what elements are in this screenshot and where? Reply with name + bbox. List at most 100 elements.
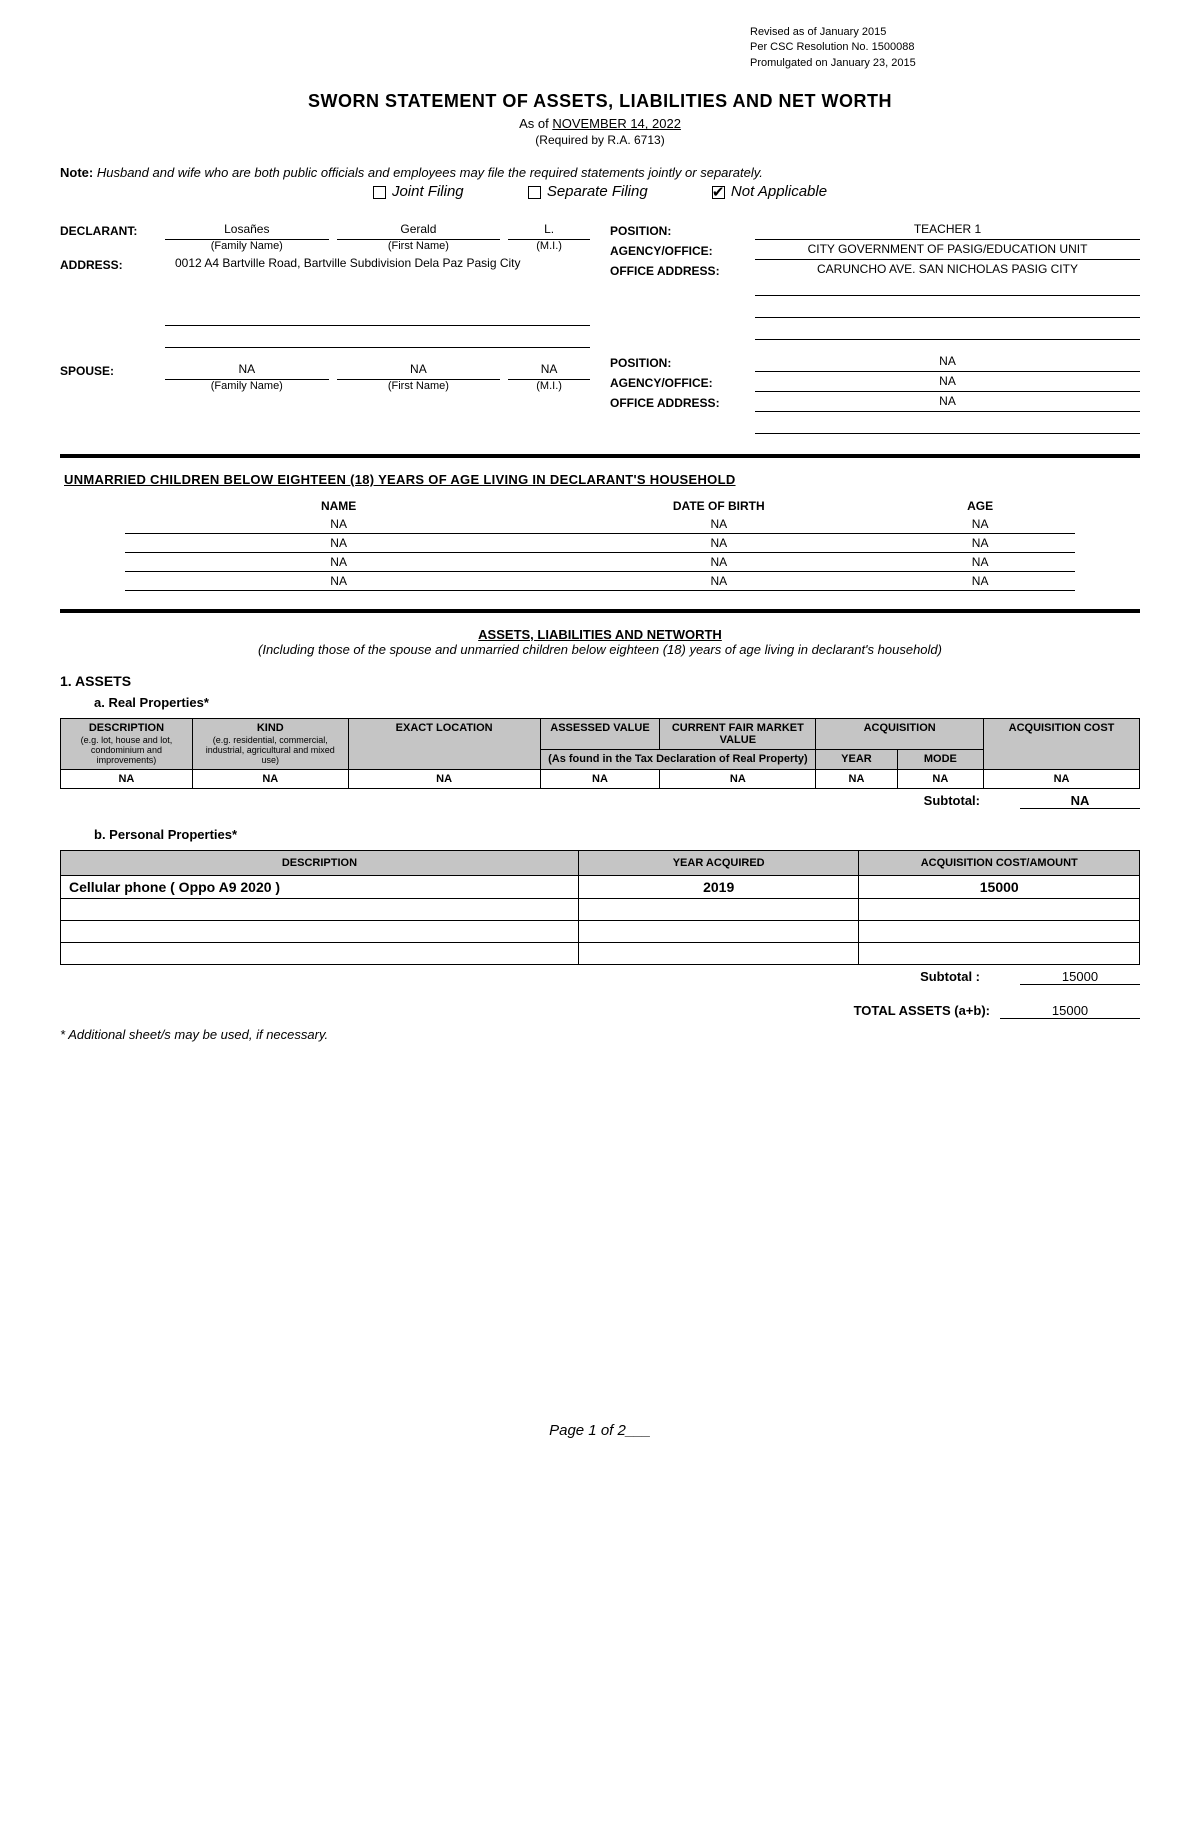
first-caption: (First Name) [337, 240, 501, 252]
real-cost: NA [984, 769, 1140, 788]
declarant-info-grid: DECLARANT: Losañes(Family Name) Gerald(F… [60, 222, 1140, 436]
spouse-mi: NA [508, 362, 590, 380]
child-age: NA [885, 553, 1075, 572]
checkbox-icon [373, 186, 386, 199]
spouse-agency: NA [755, 374, 1140, 392]
na-filing-option[interactable]: Not Applicable [712, 183, 827, 200]
as-of-line: As of NOVEMBER 14, 2022 [60, 116, 1140, 131]
agency-label: AGENCY/OFFICE: [610, 242, 755, 258]
personal-cost [859, 942, 1140, 964]
spouse-agency-label: AGENCY/OFFICE: [610, 374, 755, 390]
declarant-family: Losañes [165, 222, 329, 240]
personal-properties-table: DESCRIPTION YEAR ACQUIRED ACQUISITION CO… [60, 850, 1140, 965]
total-assets-row: TOTAL ASSETS (a+b): 15000 [60, 1003, 1140, 1019]
page-number: Page 1 of 2___ [60, 1422, 1140, 1439]
filing-options: Joint Filing Separate Filing Not Applica… [60, 183, 1140, 200]
children-age-header: AGE [885, 497, 1075, 515]
cost-header: ACQUISITION COST [984, 719, 1140, 770]
joint-label: Joint Filing [392, 183, 464, 200]
personal-cost [859, 920, 1140, 942]
filing-note: Note: Husband and wife who are both publ… [60, 165, 1140, 180]
total-assets-value: 15000 [1000, 1003, 1140, 1019]
spouse-family: NA [165, 362, 329, 380]
additional-sheets-note: * Additional sheet/s may be used, if nec… [60, 1027, 1140, 1042]
personal-subtotal-row: Subtotal : 15000 [60, 969, 1140, 985]
personal-desc: Cellular phone ( Oppo A9 2020 ) [61, 875, 579, 898]
personal-year [578, 942, 859, 964]
children-section-title: UNMARRIED CHILDREN BELOW EIGHTEEN (18) Y… [64, 472, 1140, 487]
children-table: NAME DATE OF BIRTH AGE NANANA NANANA NAN… [125, 497, 1075, 591]
blank-line [755, 302, 1140, 318]
blank-line [165, 332, 590, 348]
office-addr-label: OFFICE ADDRESS: [610, 262, 755, 278]
child-age: NA [885, 515, 1075, 534]
acq-header: ACQUISITION [816, 719, 984, 750]
na-label: Not Applicable [731, 183, 827, 200]
note-text: Husband and wife who are both public off… [97, 165, 763, 180]
real-prop-heading: a. Real Properties* [94, 695, 1140, 710]
child-row: NANANA [125, 553, 1075, 572]
revised-line: Revised as of January 2015 [750, 25, 1140, 40]
kind-header: KIND [257, 722, 284, 734]
children-dob-header: DATE OF BIRTH [552, 497, 885, 515]
resolution-line: Per CSC Resolution No. 1500088 [750, 40, 1140, 55]
declarant-position: TEACHER 1 [755, 222, 1140, 240]
subtotal-label: Subtotal: [924, 793, 980, 809]
spouse-position: NA [755, 354, 1140, 372]
year-header: YEAR [816, 750, 897, 769]
spouse-label: SPOUSE: [60, 362, 165, 378]
mi-caption: (M.I.) [508, 380, 590, 392]
real-subtotal-row: Subtotal: NA [60, 793, 1140, 809]
mode-header: MODE [897, 750, 983, 769]
blank-line [755, 418, 1140, 434]
real-properties-table: DESCRIPTION(e.g. lot, house and lot, con… [60, 718, 1140, 789]
personal-prop-heading: b. Personal Properties* [94, 827, 1140, 842]
children-name-header: NAME [125, 497, 553, 515]
checkbox-checked-icon [712, 186, 725, 199]
declarant-label: DECLARANT: [60, 222, 165, 238]
asof-date: NOVEMBER 14, 2022 [552, 116, 681, 131]
child-name: NA [125, 553, 553, 572]
child-age: NA [885, 534, 1075, 553]
child-row: NANANA [125, 515, 1075, 534]
personal-row: Cellular phone ( Oppo A9 2020 )201915000 [61, 875, 1140, 898]
child-name: NA [125, 515, 553, 534]
personal-row [61, 898, 1140, 920]
position-label: POSITION: [610, 222, 755, 238]
first-caption: (First Name) [337, 380, 501, 392]
child-row: NANANA [125, 534, 1075, 553]
child-name: NA [125, 534, 553, 553]
note-label: Note: [60, 165, 93, 180]
child-dob: NA [552, 534, 885, 553]
spouse-first: NA [337, 362, 501, 380]
real-kind: NA [192, 769, 348, 788]
header-meta: Revised as of January 2015 Per CSC Resol… [750, 25, 1140, 71]
separate-label: Separate Filing [547, 183, 648, 200]
declarant-first: Gerald [337, 222, 501, 240]
real-subtotal-value: NA [1020, 793, 1140, 809]
loc-header: EXACT LOCATION [348, 719, 540, 770]
child-dob: NA [552, 553, 885, 572]
separate-filing-option[interactable]: Separate Filing [528, 183, 648, 200]
blank-line [755, 324, 1140, 340]
personal-desc [61, 920, 579, 942]
real-fair: NA [660, 769, 816, 788]
declarant-agency: CITY GOVERNMENT OF PASIG/EDUCATION UNIT [755, 242, 1140, 260]
divider [60, 454, 1140, 458]
joint-filing-option[interactable]: Joint Filing [373, 183, 464, 200]
desc-sub: (e.g. lot, house and lot, condominium an… [65, 736, 188, 766]
total-assets-label: TOTAL ASSETS (a+b): [854, 1003, 990, 1019]
mi-caption: (M.I.) [508, 240, 590, 252]
aln-note: (Including those of the spouse and unmar… [60, 642, 1140, 659]
declarant-mi: L. [508, 222, 590, 240]
child-name: NA [125, 572, 553, 591]
declarant-office-addr: CARUNCHO AVE. SAN NICHOLAS PASIG CITY [755, 262, 1140, 296]
address-label: ADDRESS: [60, 256, 165, 272]
child-dob: NA [552, 572, 885, 591]
family-caption: (Family Name) [165, 380, 329, 392]
checkbox-icon [528, 186, 541, 199]
real-year: NA [816, 769, 897, 788]
personal-year [578, 898, 859, 920]
tax-note: (As found in the Tax Declaration of Real… [540, 750, 816, 769]
child-row: NANANA [125, 572, 1075, 591]
